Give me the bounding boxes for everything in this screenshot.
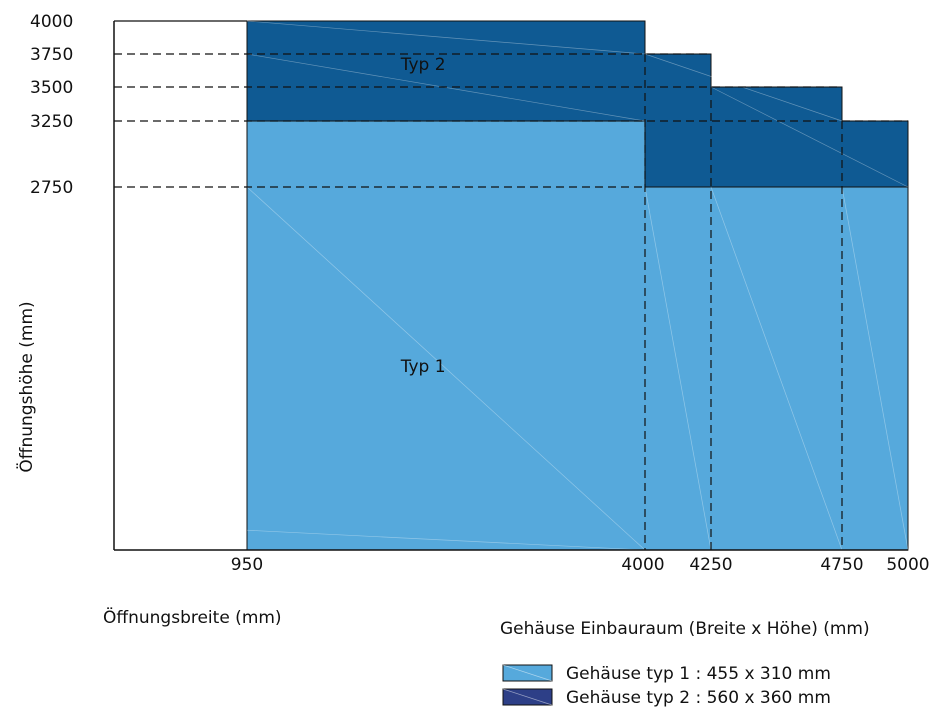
region-hatch-line (710, 86, 909, 188)
region-label-typ-1: Typ 1 (400, 357, 446, 377)
secondary-x-axis-label: Gehäuse Einbauraum (Breite x Höhe) (mm) (500, 619, 870, 639)
y-tick-label: 3250 (30, 112, 73, 132)
x-tick-label: 950 (231, 555, 263, 575)
y-axis-label: Öffnungshöhe (mm) (15, 301, 37, 472)
region-hatch-line (841, 186, 909, 551)
legend-label-typ-2: Gehäuse typ 2 : 560 x 360 mm (566, 688, 831, 708)
legend-swatch-typ-2-hatch (502, 688, 553, 706)
y-tick-label: 3500 (30, 78, 73, 98)
x-tick-label: 4000 (621, 555, 664, 575)
region-hatch-line (644, 186, 712, 551)
legend-label-typ-1: Gehäuse typ 1 : 455 x 310 mm (566, 664, 831, 684)
legend: Gehäuse typ 1 : 455 x 310 mm Gehäuse typ… (502, 664, 831, 708)
region-hatch-line (710, 186, 843, 551)
x-tick-label: 4750 (820, 555, 863, 575)
y-tick-label: 3750 (30, 45, 73, 65)
y-tick-label: 2750 (30, 178, 73, 198)
y-tick-label: 4000 (30, 12, 73, 32)
x-tick-label: 4250 (689, 555, 732, 575)
region-label-typ-2: Typ 2 (400, 55, 446, 75)
x-axis-label: Öffnungsbreite (mm) (103, 606, 282, 628)
legend-swatch-typ-1-hatch (502, 664, 553, 682)
x-tick-label: 5000 (886, 555, 929, 575)
region-hatch-line (246, 529, 646, 551)
region-hatch-line (246, 186, 646, 551)
region-hatch-line (246, 20, 646, 55)
